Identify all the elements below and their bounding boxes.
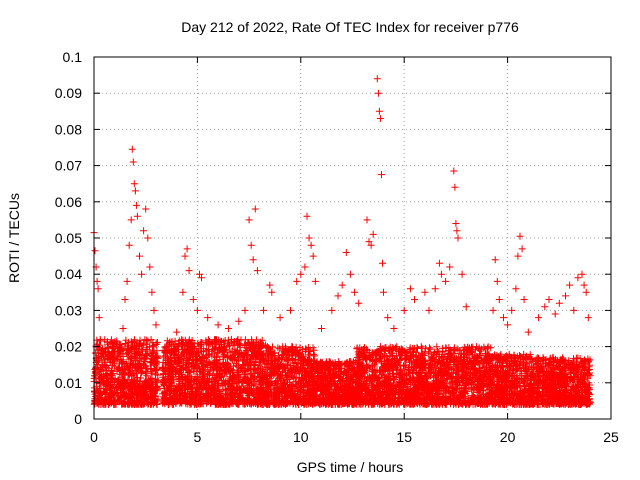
data-point [136,340,144,348]
data-point [126,363,133,371]
data-point [139,367,147,375]
data-point [107,367,115,375]
data-point [154,395,162,403]
data-point [127,390,135,398]
data-point [154,352,162,360]
data-point [97,347,105,354]
data-point [118,384,126,392]
data-point [119,366,127,374]
data-point [153,366,161,374]
data-point [425,344,433,352]
data-point [151,359,159,367]
data-point [140,389,148,396]
data-point [125,383,133,391]
data-point [133,398,141,406]
data-point [93,357,101,365]
data-point [138,368,146,376]
data-point [104,351,112,359]
data-point [417,343,425,351]
data-point [141,336,149,344]
data-point [109,348,116,355]
data-point [117,389,125,397]
data-point [94,389,102,397]
data-point [115,364,123,371]
data-point [147,384,155,392]
data-point [114,343,122,351]
data-point [143,393,151,401]
data-point [108,361,116,369]
data-point [107,397,115,405]
data-point [126,382,134,390]
data-point [131,345,139,353]
data-point [137,392,145,400]
data-point [136,386,144,394]
data-point [146,380,154,388]
data-point [114,388,122,396]
data-point [153,347,161,355]
data-point [109,389,117,397]
data-point [120,399,127,407]
data-point [233,337,241,345]
data-point [143,365,151,372]
data-point [144,337,152,345]
data-point [130,378,138,386]
data-point [136,352,144,359]
data-point [142,355,150,363]
data-point [143,336,151,344]
data-point [128,400,136,408]
data-point [91,388,99,396]
data-point [97,368,105,376]
data-point [121,391,129,399]
data-point [141,353,149,361]
data-point [124,387,132,395]
data-point [101,389,109,397]
data-point [98,396,106,404]
data-point [125,345,133,353]
data-point [154,371,162,379]
data-point [133,391,141,399]
data-point [124,365,132,373]
data-point [148,378,156,386]
data-point [139,385,147,393]
data-point [143,344,151,352]
data-point [114,397,121,405]
data-point [150,349,158,357]
data-point [91,368,99,376]
data-point [139,400,147,408]
data-point [108,338,116,346]
data-point [119,347,127,355]
data-point [117,356,125,364]
data-point [97,375,105,383]
data-point [147,400,155,408]
data-point [127,394,135,401]
data-point [114,377,122,385]
grid [94,57,611,419]
data-point [121,401,129,408]
data-point [151,399,158,407]
data-point [132,363,140,371]
data-point [152,341,160,348]
data-point [121,370,129,378]
data-point [96,366,104,374]
data-point [96,380,104,388]
data-point [142,347,150,355]
data-point [91,395,99,403]
data-point [120,391,128,399]
data-point [138,381,146,389]
data-point [147,336,155,344]
data-point [148,394,156,402]
data-points [90,75,594,408]
data-point [110,357,118,365]
data-point [101,362,109,369]
data-point [149,388,157,396]
data-point [135,360,143,368]
data-point [130,339,138,347]
